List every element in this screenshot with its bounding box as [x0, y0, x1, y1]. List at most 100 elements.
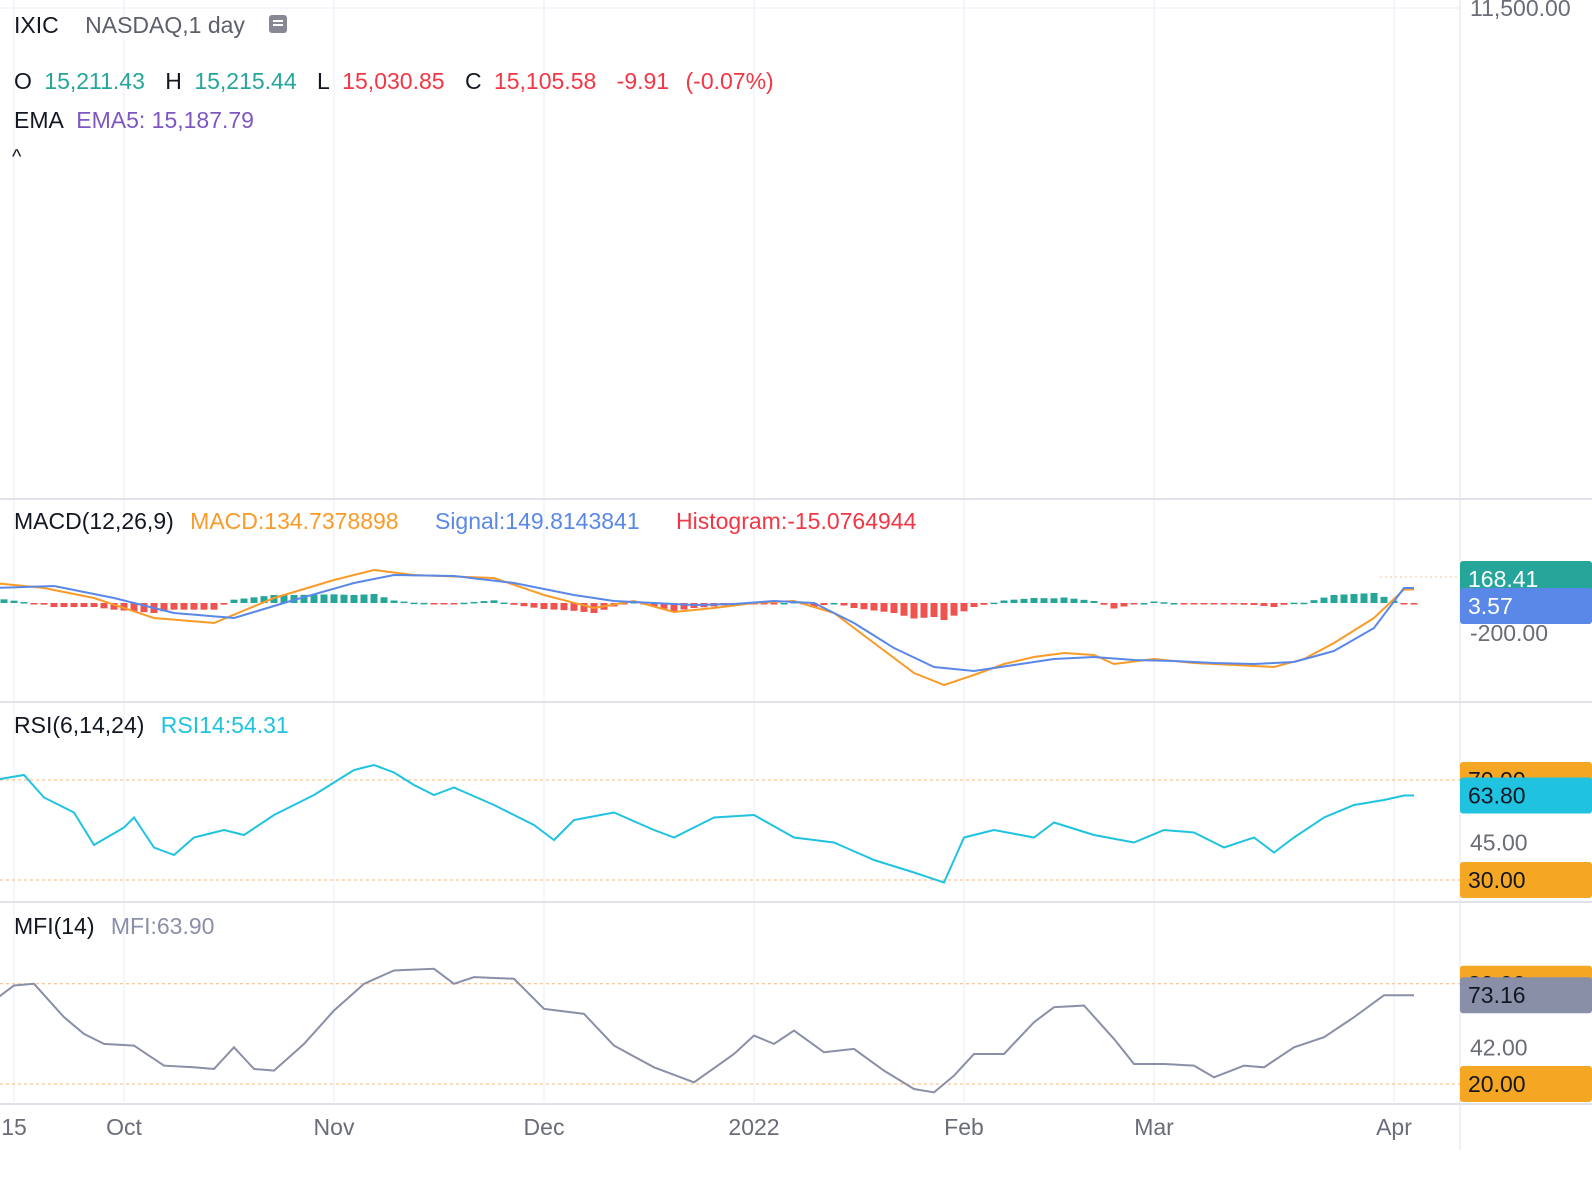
histogram-bar — [1320, 597, 1328, 603]
histogram-bar — [450, 603, 458, 605]
histogram-bar — [1240, 603, 1248, 605]
histogram-bar — [140, 603, 148, 613]
histogram-bar — [1190, 603, 1198, 605]
histogram-bar — [1110, 603, 1118, 609]
histogram-bar — [250, 597, 258, 603]
macd-line — [0, 568, 1414, 687]
histogram-bar — [900, 603, 908, 616]
histogram-bar — [540, 603, 548, 609]
histogram-bar — [1130, 603, 1138, 605]
histogram-bar — [330, 594, 338, 603]
histogram-bar — [1090, 601, 1098, 603]
menu-icon[interactable] — [269, 14, 288, 33]
histogram-bar — [420, 602, 428, 605]
exchange-interval[interactable]: NASDAQ,1 day — [85, 12, 245, 38]
mfi-value-tag: 73.16 — [1460, 977, 1592, 1014]
macd-legend[interactable]: MACD(12,26,9) MACD:134.7378898 Signal:14… — [14, 508, 922, 535]
histogram-bar — [670, 603, 678, 611]
histogram-bar — [1050, 598, 1058, 603]
histogram-value: Histogram:-15.0764944 — [676, 508, 917, 534]
collapse-glyph: ^ — [12, 146, 22, 168]
histogram-bar — [1160, 602, 1168, 604]
histogram-bar — [1380, 596, 1388, 603]
histogram-bar — [1370, 593, 1378, 603]
histogram-bar — [880, 603, 888, 612]
histogram-bar — [1280, 603, 1288, 605]
ema-legend[interactable]: EMA EMA5: 15,187.79 — [14, 107, 260, 134]
histogram-bar — [100, 603, 108, 609]
histogram-bar — [660, 603, 668, 609]
mfi-title: MFI(14) — [14, 913, 95, 939]
ohlc-legend: O 15,211.43 H 15,215.44 L 15,030.85 C 15… — [14, 68, 780, 95]
histogram-bar — [990, 602, 998, 605]
mfi-lower-tag: 20.00 — [1460, 1066, 1592, 1102]
macd-pane — [0, 568, 1460, 687]
close-label: C — [464, 68, 482, 94]
histogram-bar — [780, 603, 788, 605]
histogram-bar — [60, 603, 68, 607]
histogram-bar — [380, 597, 388, 603]
histogram-bar — [50, 603, 58, 607]
high-value: 15,215.44 — [194, 68, 297, 94]
open-label: O — [14, 68, 32, 94]
histogram-bar — [0, 599, 8, 603]
histogram-bar — [1040, 598, 1048, 603]
histogram-bar — [1360, 593, 1368, 603]
histogram-bar — [1020, 598, 1028, 603]
histogram-bar — [1150, 601, 1158, 603]
histogram-bar — [870, 603, 878, 611]
macd-value: MACD:134.7378898 — [190, 508, 399, 534]
histogram-bar — [190, 603, 198, 610]
chevron-up-icon[interactable]: ^ — [12, 146, 27, 169]
low-label: L — [317, 68, 330, 94]
histogram-bar — [500, 602, 508, 605]
histogram-bar — [760, 603, 768, 605]
histogram-bar — [200, 603, 208, 610]
rsi-lower-tag: 30.00 — [1460, 862, 1592, 898]
histogram-bar — [230, 599, 238, 603]
histogram-bar — [1210, 603, 1218, 605]
rsi-legend[interactable]: RSI(6,14,24) RSI14:54.31 — [14, 712, 295, 739]
histogram-bar — [1220, 603, 1228, 605]
histogram-bar — [1290, 602, 1298, 605]
histogram-bar — [560, 603, 568, 611]
open-value: 15,211.43 — [44, 68, 145, 94]
signal-value: Signal:149.8143841 — [434, 508, 640, 534]
histogram-bar — [180, 603, 188, 610]
symbol-name[interactable]: IXIC — [14, 12, 59, 38]
histogram-bar — [1250, 603, 1258, 605]
histogram-bar — [1300, 602, 1308, 605]
macd-value-tag-text: 168.41 — [1468, 566, 1538, 592]
histogram-bar — [260, 596, 268, 603]
histogram-bar — [70, 603, 78, 607]
rsi-lower-tag-text: 30.00 — [1468, 867, 1526, 893]
mfi-legend[interactable]: MFI(14) MFI:63.90 — [14, 913, 220, 940]
histogram-bar — [40, 603, 48, 605]
time-axis-label: 15 — [1, 1114, 27, 1140]
histogram-bar — [950, 603, 958, 616]
histogram-bar — [410, 602, 418, 605]
histogram-bar — [170, 603, 178, 610]
histogram-bar — [460, 602, 468, 605]
histogram-bar — [1060, 597, 1068, 603]
histogram-bar — [520, 603, 528, 607]
histogram-bar — [110, 603, 118, 610]
histogram-bar — [1340, 594, 1348, 603]
macd-title: MACD(12,26,9) — [14, 508, 174, 534]
histogram-bar — [960, 603, 968, 612]
histogram-bar — [1330, 595, 1338, 603]
time-axis-label: Mar — [1134, 1114, 1174, 1140]
histogram-bar — [1400, 603, 1408, 605]
histogram-bar — [1140, 603, 1148, 605]
histogram-bar — [310, 594, 318, 603]
histogram-bar — [1270, 603, 1278, 607]
histogram-bar — [480, 601, 488, 603]
histogram-bar — [320, 594, 328, 603]
histogram-bar — [1200, 603, 1208, 605]
histogram-bar — [510, 603, 518, 605]
time-axis-label: Apr — [1376, 1114, 1412, 1140]
mfi-lower-tag-text: 20.00 — [1468, 1071, 1526, 1097]
time-axis-label: Oct — [106, 1114, 142, 1140]
